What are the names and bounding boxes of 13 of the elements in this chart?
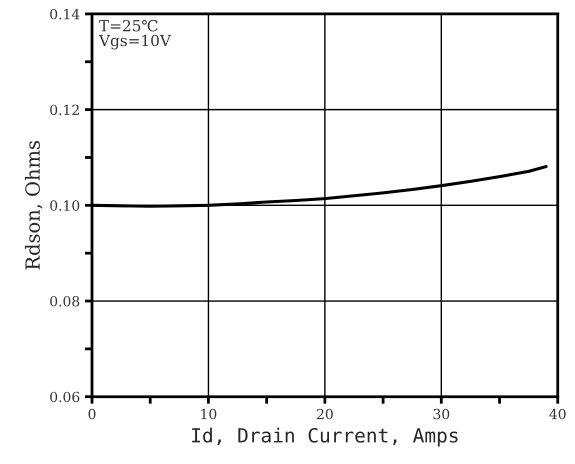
x-tick-label: 10 <box>201 408 216 420</box>
annotation: T=25℃ Vgs=10V <box>98 20 172 50</box>
y-tick-label: 0.08 <box>50 296 80 306</box>
y-tick-label: 0.06 <box>50 392 80 402</box>
x-axis-title: Id, Drain Current, Amps <box>192 428 458 446</box>
x-tick-label: 20 <box>316 408 333 420</box>
x-tick-label: 30 <box>434 408 450 420</box>
y-tick-label: 0.12 <box>50 104 79 116</box>
y-tick-label: 0.14 <box>50 8 80 20</box>
x-tick-label: 0 <box>88 408 96 420</box>
y-tick-label: 0.10 <box>50 200 80 211</box>
y-axis-title: Rdson, Ohms <box>24 141 42 270</box>
x-tick-label: 40 <box>549 408 566 420</box>
